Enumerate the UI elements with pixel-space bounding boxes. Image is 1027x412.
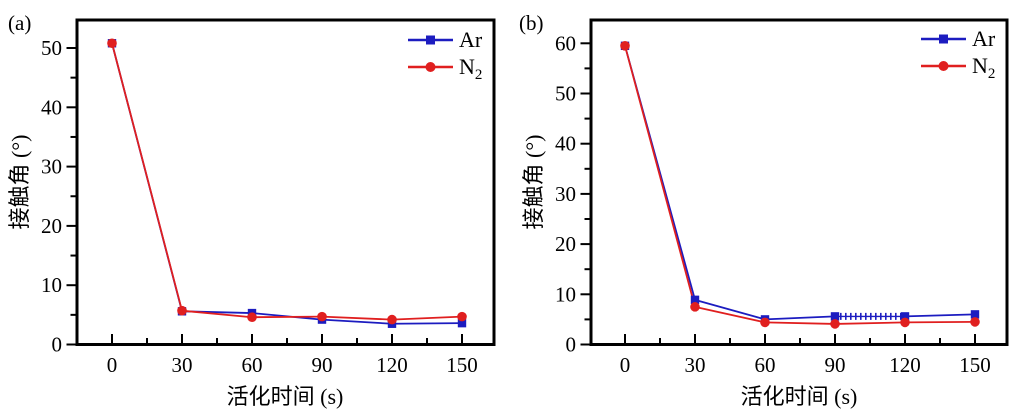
marker-circle-n2-b	[690, 302, 700, 312]
marker-circle-n2-a	[457, 311, 467, 322]
y-tick-label-b: 20	[555, 232, 576, 256]
y-tick-label-a: 0	[52, 333, 63, 357]
y-tick-label-a: 10	[41, 273, 62, 297]
marker-square-ar-b	[970, 310, 980, 319]
y-tick-label-b: 0	[566, 333, 577, 357]
marker-circle-n2-b	[830, 319, 840, 329]
x-tick-label-a: 90	[311, 353, 332, 377]
series-line-n2-a	[321, 315, 393, 321]
y-tick-label-a: 20	[41, 214, 62, 238]
y-tick-label-a: 30	[41, 155, 62, 179]
series-line-ar-a	[321, 318, 393, 325]
legend-label-b: Ar	[972, 26, 996, 51]
marker-square-ar-a	[457, 318, 467, 328]
series-line-n2-a	[111, 43, 183, 311]
legend-marker-circle-b	[938, 61, 949, 71]
x-tick-label-b: 90	[824, 353, 845, 377]
marker-circle-n2-a	[247, 312, 257, 323]
series-line-n2-a	[251, 315, 323, 319]
series-line-n2-b	[624, 45, 696, 308]
marker-circle-n2-b	[760, 317, 770, 328]
marker-circle-n2-a	[387, 314, 397, 325]
panel-a-x-axis-title: 活化时间 (s)	[227, 384, 344, 409]
y-tick-label-b: 40	[555, 132, 576, 156]
x-tick-label-b: 0	[620, 353, 631, 377]
series-line-ar-b	[904, 313, 976, 318]
legend-label-b: N2	[972, 53, 995, 82]
series-line-n2-b	[904, 321, 976, 324]
marker-circle-n2-b	[900, 317, 910, 328]
x-tick-label-a: 30	[171, 353, 192, 377]
panel-b-y-axis-title: 接触角 (°)	[521, 135, 546, 230]
legend-label-a: Ar	[459, 27, 483, 52]
legend-marker-square-b	[939, 34, 948, 44]
legend-label-a: N2	[459, 54, 482, 83]
marker-square-ar-b	[830, 312, 840, 321]
series-line-ar-b	[694, 298, 766, 321]
marker-circle-n2-a	[107, 38, 117, 49]
x-tick-label-b: 150	[959, 353, 991, 377]
marker-square-ar-b	[900, 312, 910, 321]
marker-circle-n2-a	[177, 305, 187, 316]
y-tick-label-b: 30	[555, 182, 576, 206]
legend-marker-square-a	[426, 35, 435, 45]
panel-a-tag: (a)	[8, 11, 31, 35]
series-line-n2-a	[181, 309, 253, 319]
panel-b-x-axis-title: 活化时间 (s)	[741, 384, 858, 409]
x-tick-label-a: 150	[446, 353, 478, 377]
plot-border-a	[75, 18, 496, 346]
series-line-n2-b	[694, 305, 766, 324]
legend-marker-circle-a	[425, 62, 436, 72]
series-line-n2-b	[834, 321, 906, 325]
marker-square-ar-b	[690, 295, 700, 305]
x-tick-label-a: 120	[376, 353, 408, 377]
plot-border-b	[589, 18, 1009, 346]
panel-a-y-axis-title: 接触角 (°)	[7, 135, 32, 230]
panel-b-tag: (b)	[519, 11, 544, 35]
y-tick-label-b: 60	[555, 31, 576, 55]
series-line-n2-a	[391, 315, 463, 321]
marker-circle-n2-a	[317, 311, 327, 322]
x-tick-label-b: 120	[889, 353, 921, 377]
y-tick-label-b: 10	[555, 282, 576, 306]
series-line-n2-b	[764, 321, 836, 325]
x-tick-label-a: 60	[241, 353, 262, 377]
y-tick-label-a: 40	[41, 95, 62, 119]
x-tick-label-b: 30	[684, 353, 705, 377]
x-tick-label-a: 0	[107, 353, 118, 377]
marker-circle-n2-b	[620, 41, 630, 51]
y-tick-label-a: 50	[41, 36, 62, 60]
marker-circle-n2-b	[970, 317, 980, 327]
series-line-ar-b	[764, 315, 836, 321]
series-line-ar-a	[391, 322, 463, 325]
y-tick-label-b: 50	[555, 82, 576, 106]
x-tick-label-b: 60	[754, 353, 775, 377]
